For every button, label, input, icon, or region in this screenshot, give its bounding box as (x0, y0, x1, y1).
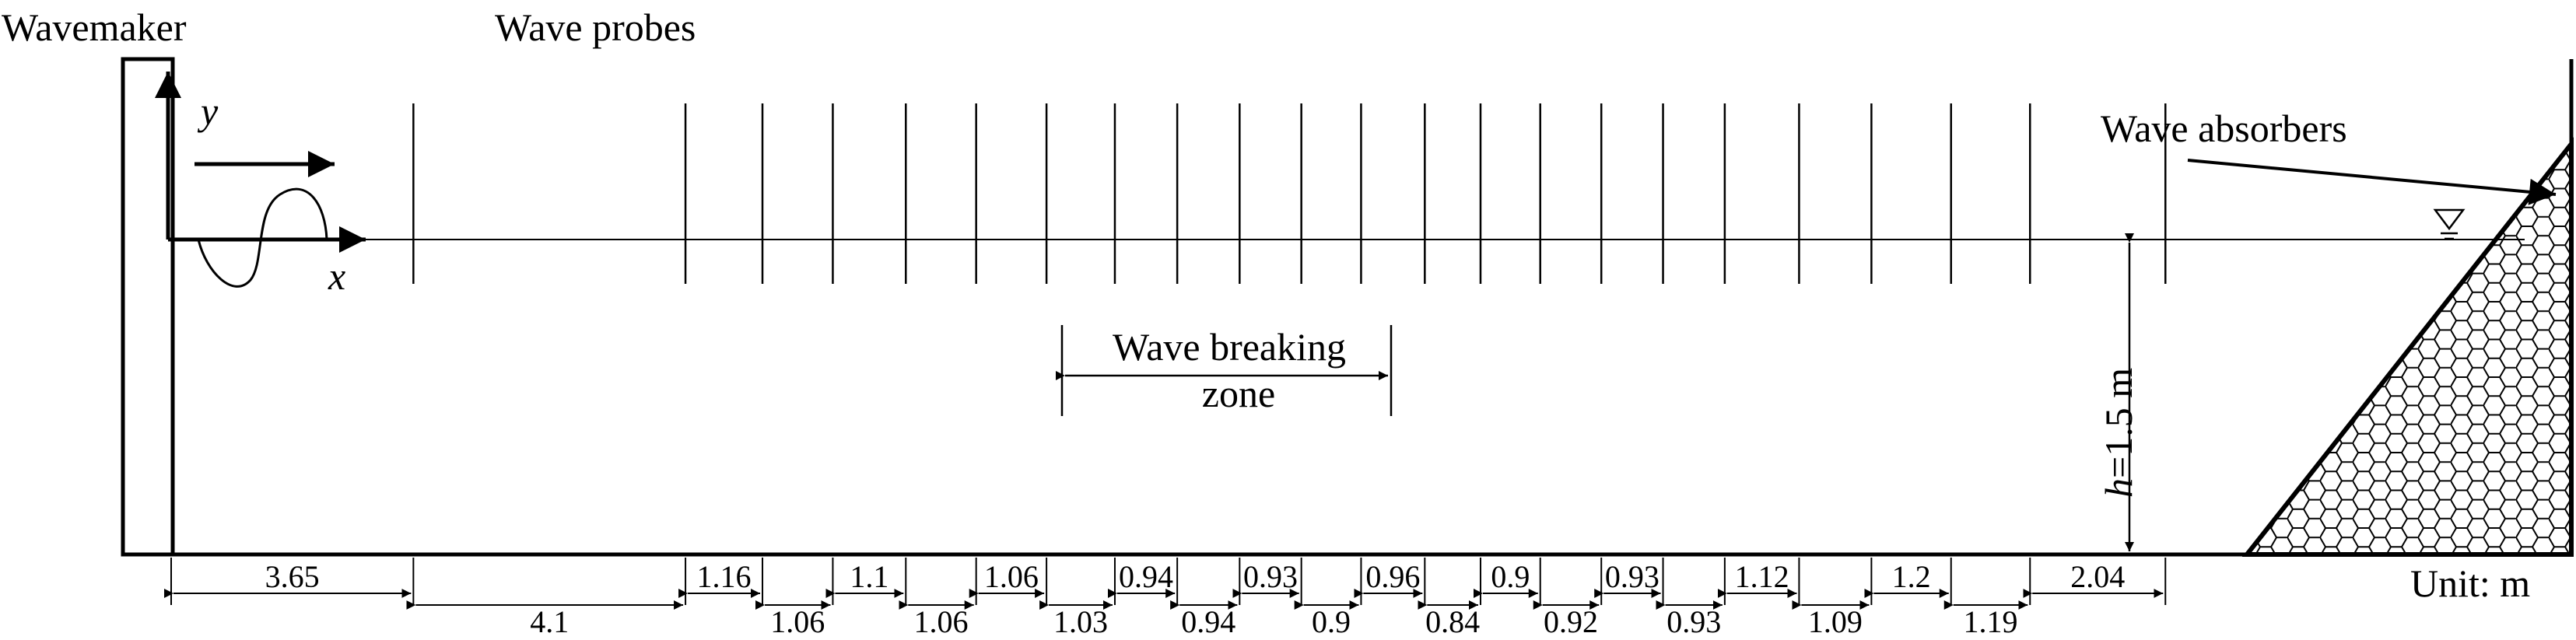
absorber-leader-line (2187, 159, 2557, 205)
depth-symbol: h (2097, 478, 2140, 498)
spacing-label: 1.09 (1808, 604, 1863, 639)
spacing-label: 0.92 (1544, 604, 1598, 639)
spacing-label: 0.93 (1667, 604, 1721, 639)
wavemaker-label: Wavemaker (2, 5, 187, 49)
spacing-label: 1.1 (850, 559, 888, 594)
spacing-label: 0.94 (1181, 604, 1235, 639)
spacing-label: 1.12 (1735, 559, 1789, 594)
spacing-label: 0.93 (1243, 559, 1298, 594)
absorber-slope (2241, 137, 2574, 557)
y-axis-label: y (197, 89, 219, 133)
spacing-label: 1.06 (984, 559, 1039, 594)
breaking-zone-label-1: Wave breaking (1113, 325, 1346, 369)
x-axis-label: x (328, 254, 345, 298)
breaking-zone-dimension (1056, 325, 1393, 416)
wave-probes-label: Wave probes (495, 5, 696, 49)
wave-absorber (2187, 137, 2574, 557)
wave-probes (412, 103, 2167, 284)
wave-absorbers-label: Wave absorbers (2101, 107, 2347, 150)
depth-value: =1.5 m (2097, 368, 2140, 478)
spacing-label: 2.04 (2070, 559, 2125, 594)
spacing-label: 1.19 (1963, 604, 2017, 639)
spacing-label: 0.93 (1605, 559, 1660, 594)
coordinate-axes (155, 72, 366, 288)
spacing-label: 1.06 (770, 604, 825, 639)
wavemaker-paddle (121, 57, 175, 557)
probe-spacing-dimensions: 3.654.11.161.061.11.061.061.030.940.940.… (164, 558, 2167, 639)
spacing-label: 4.1 (530, 604, 569, 639)
unit-label: Unit: m (2410, 561, 2530, 605)
spacing-label: 0.94 (1119, 559, 1173, 594)
spacing-label: 3.65 (265, 559, 320, 594)
spacing-label: 1.16 (697, 559, 752, 594)
spacing-label: 0.84 (1425, 604, 1480, 639)
water-level-symbol (2433, 208, 2466, 240)
spacing-label: 1.03 (1053, 604, 1108, 639)
spacing-label: 0.9 (1312, 604, 1351, 639)
depth-label: h=1.5 m (2097, 368, 2140, 498)
spacing-label: 1.2 (1892, 559, 1931, 594)
spacing-label: 0.9 (1491, 559, 1530, 594)
spacing-label: 0.96 (1365, 559, 1420, 594)
spacing-label: 1.06 (913, 604, 968, 639)
breaking-zone-label-2: zone (1202, 372, 1275, 415)
wave-sketch (197, 187, 328, 288)
